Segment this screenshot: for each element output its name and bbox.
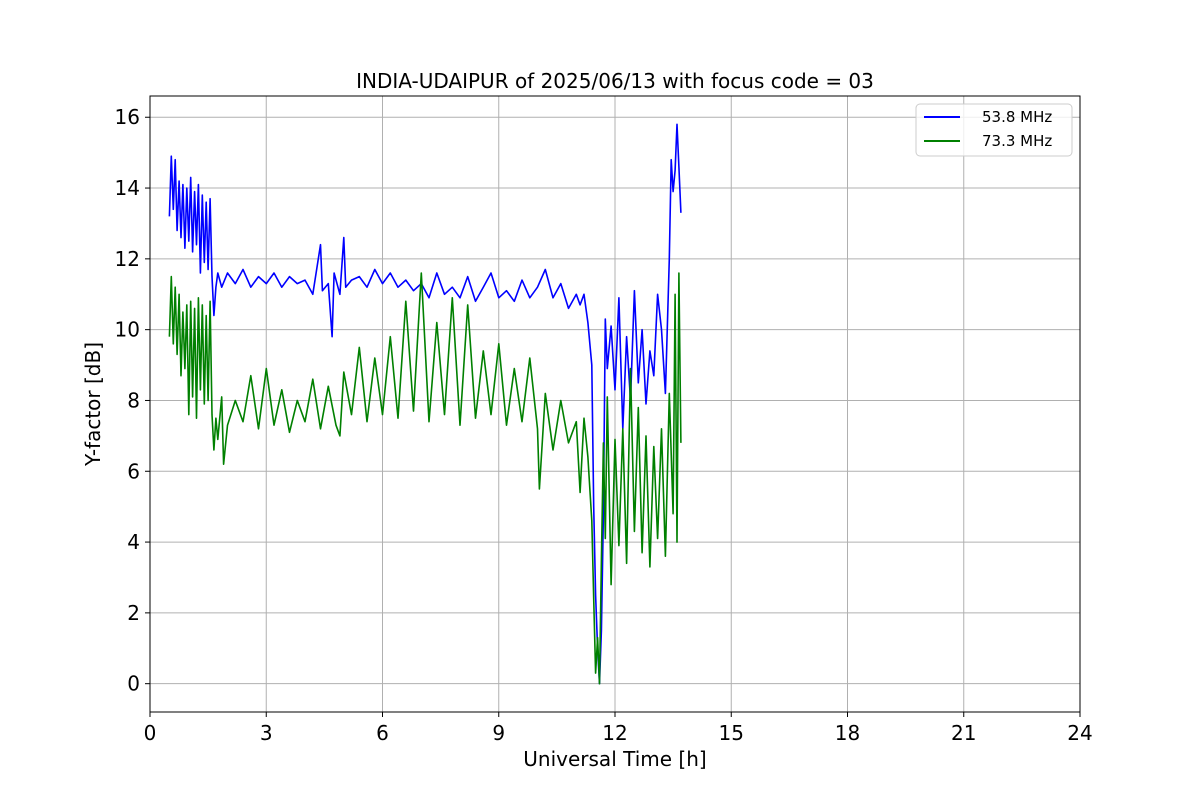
y-tick-label: 6 [127,459,140,483]
x-tick-label: 12 [602,721,627,745]
legend: 53.8 MHz 73.3 MHz [915,103,1073,157]
x-tick-label: 3 [260,721,273,745]
legend-label-53-8-mhz: 53.8 MHz [982,108,1052,126]
x-tick-label: 9 [492,721,505,745]
y-tick-label: 2 [127,601,140,625]
y-tick-label: 10 [115,318,140,342]
x-tick-label: 15 [719,721,744,745]
series-layer [168,123,682,685]
y-axis-label: Y-factor [dB] [81,342,105,467]
y-tick-label: 8 [127,388,140,412]
x-tick-label: 6 [376,721,389,745]
y-tick-label: 4 [127,530,140,554]
chart-title: INDIA-UDAIPUR of 2025/06/13 with focus c… [356,69,874,93]
y-tick-label: 14 [115,176,140,200]
y-tick-label: 12 [115,247,140,271]
y-tick-label: 16 [115,105,140,129]
series-line-53-8-mhz [168,123,682,685]
legend-label-73-3-mhz: 73.3 MHz [982,132,1052,150]
series-line-73-3-mhz [168,272,682,685]
x-tick-label: 21 [951,721,976,745]
x-tick-label: 24 [1067,721,1092,745]
x-tick-label: 18 [835,721,860,745]
x-axis-label: Universal Time [h] [523,747,706,771]
x-tick-label: 0 [144,721,157,745]
y-tick-label: 0 [127,672,140,696]
